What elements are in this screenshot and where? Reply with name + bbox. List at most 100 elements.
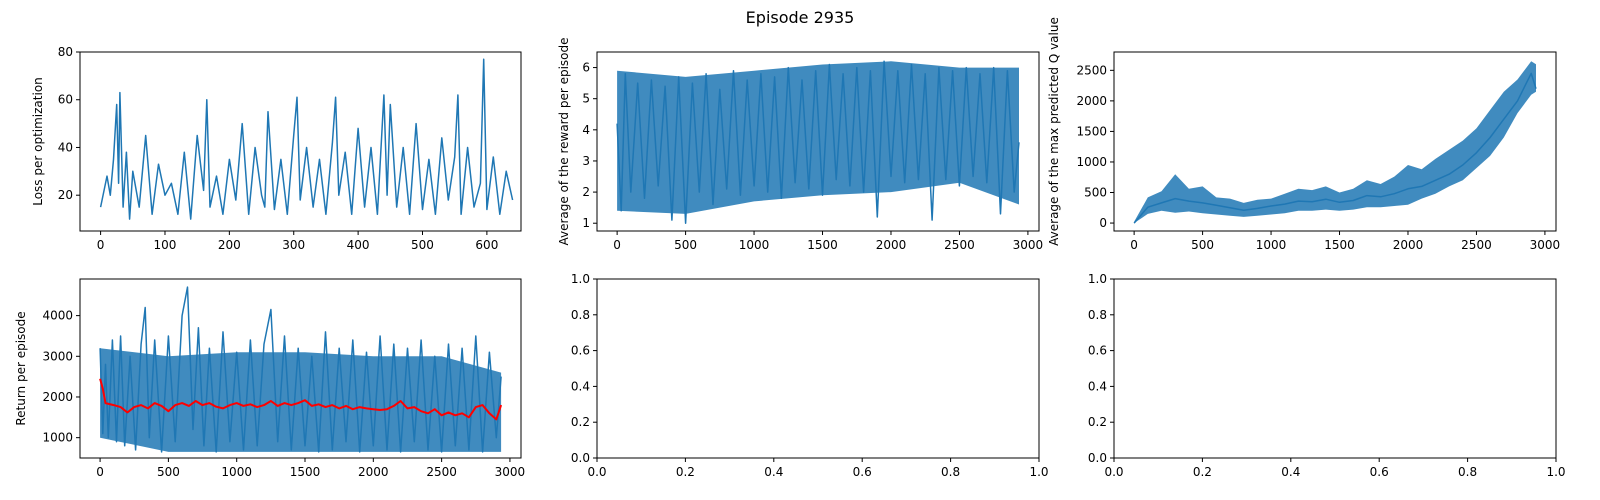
x-tick-label-reward-4: 2000 — [876, 238, 907, 252]
series-line-reward-0 — [616, 60, 1020, 224]
x-tick-label-loss-0: 0 — [97, 238, 105, 252]
y-tick-label-empty2-1: 0.2 — [1088, 415, 1107, 429]
x-tick-label-reward-2: 1000 — [739, 238, 770, 252]
x-tick-label-qvalue-3: 1500 — [1324, 238, 1355, 252]
x-tick-label-empty1-1: 0.2 — [676, 465, 695, 479]
series-band-reward — [617, 61, 1019, 214]
x-tick-label-return-5: 2500 — [426, 465, 457, 479]
y-tick-label-empty1-5: 1.0 — [571, 272, 590, 286]
plot-area-qvalue — [1133, 61, 1537, 224]
x-tick-label-loss-2: 200 — [218, 238, 241, 252]
y-tick-label-loss-1: 40 — [58, 140, 73, 154]
y-tick-label-qvalue-5: 2500 — [1076, 63, 1107, 77]
axes-frame-reward — [596, 51, 1040, 232]
axes-frame-qvalue — [1113, 51, 1557, 232]
y-tick-label-empty1-1: 0.2 — [571, 415, 590, 429]
series-line-loss-0 — [99, 58, 514, 220]
series-band-qvalue — [1134, 61, 1536, 224]
x-tick-label-loss-5: 500 — [411, 238, 434, 252]
y-tick-label-qvalue-2: 1000 — [1076, 155, 1107, 169]
x-tick-label-return-0: 0 — [96, 465, 104, 479]
x-tick-label-loss-1: 100 — [154, 238, 177, 252]
x-tick-label-empty2-3: 0.6 — [1370, 465, 1389, 479]
y-tick-label-loss-2: 60 — [58, 93, 73, 107]
y-tick-label-reward-3: 4 — [582, 123, 590, 137]
y-tick-label-empty2-4: 0.8 — [1088, 308, 1107, 322]
x-tick-label-reward-1: 500 — [674, 238, 697, 252]
x-tick-label-qvalue-0: 0 — [1130, 238, 1138, 252]
series-line-return-0 — [99, 286, 502, 453]
y-tick-label-loss-0: 20 — [58, 188, 73, 202]
x-tick-label-loss-6: 600 — [475, 238, 498, 252]
x-tick-label-empty1-4: 0.8 — [941, 465, 960, 479]
y-tick-label-reward-4: 5 — [582, 92, 590, 106]
y-tick-label-empty2-0: 0.0 — [1088, 451, 1107, 465]
x-tick-label-return-6: 3000 — [495, 465, 526, 479]
y-tick-label-qvalue-4: 2000 — [1076, 94, 1107, 108]
x-tick-label-empty2-4: 0.8 — [1458, 465, 1477, 479]
y-axis-label-return: Return per episode — [14, 311, 28, 425]
x-tick-label-qvalue-4: 2000 — [1393, 238, 1424, 252]
x-tick-label-empty1-0: 0.0 — [587, 465, 606, 479]
subplot-reward: 0 500 1000 1500 2000 2500 3000 1 2 3 4 5 6 Average of… — [557, 37, 1043, 252]
subplot-empty2: 0.0 0.2 0.4 0.6 0.8 1.0 0.0 0.2 0.4 0.6 0.8 1.0 — [1088, 272, 1566, 479]
y-tick-label-empty2-5: 1.0 — [1088, 272, 1107, 286]
y-tick-label-reward-5: 6 — [582, 61, 590, 75]
x-tick-label-empty1-5: 1.0 — [1029, 465, 1048, 479]
figure-title: Episode 2935 — [745, 8, 855, 27]
plot-area-return — [99, 286, 503, 453]
subplot-qvalue: 0 500 1000 1500 2000 2500 3000 0 500 1000 1500 2000… — [1047, 17, 1560, 252]
axes-frame-empty1 — [596, 278, 1040, 459]
series-line-return-1 — [99, 378, 503, 421]
x-tick-label-empty2-5: 1.0 — [1546, 465, 1565, 479]
x-tick-label-empty2-0: 0.0 — [1104, 465, 1123, 479]
x-tick-label-return-2: 1000 — [221, 465, 252, 479]
y-tick-label-return-1: 2000 — [42, 390, 73, 404]
subplot-empty1: 0.0 0.2 0.4 0.6 0.8 1.0 0.0 0.2 0.4 0.6 0.8 1.0 — [571, 272, 1049, 479]
x-tick-label-loss-3: 300 — [282, 238, 305, 252]
y-tick-label-reward-2: 3 — [582, 154, 590, 168]
axes-frame-return — [79, 278, 522, 459]
plot-area-loss — [99, 58, 514, 220]
x-tick-label-qvalue-1: 500 — [1191, 238, 1214, 252]
subplot-return: 0 500 1000 1500 2000 2500 3000 1000 2000 3000 4000… — [14, 278, 526, 479]
axes-frame-empty2 — [1113, 278, 1557, 459]
y-tick-label-return-2: 3000 — [42, 349, 73, 363]
y-tick-label-qvalue-3: 1500 — [1076, 124, 1107, 138]
subplot-loss: 0 100 200 300 400 500 600 20 40 60 80 Loss per opti… — [31, 45, 522, 252]
x-tick-label-return-1: 500 — [157, 465, 180, 479]
y-tick-label-qvalue-0: 0 — [1099, 216, 1107, 230]
y-tick-label-empty2-2: 0.4 — [1088, 379, 1107, 393]
y-axis-label-loss: Loss per optimization — [31, 77, 45, 206]
y-axis-label-reward: Average of the reward per episode — [557, 37, 571, 245]
series-line-qvalue-0 — [1133, 72, 1537, 224]
axes-frame-loss — [79, 51, 522, 232]
x-tick-label-empty1-2: 0.4 — [764, 465, 783, 479]
x-tick-label-qvalue-5: 2500 — [1461, 238, 1492, 252]
x-tick-label-qvalue-2: 1000 — [1256, 238, 1287, 252]
x-tick-label-reward-6: 3000 — [1013, 238, 1044, 252]
x-tick-label-return-3: 1500 — [290, 465, 321, 479]
x-tick-label-qvalue-6: 3000 — [1530, 238, 1561, 252]
y-tick-label-empty1-2: 0.4 — [571, 379, 590, 393]
y-tick-label-qvalue-1: 500 — [1084, 186, 1107, 200]
y-tick-label-reward-1: 2 — [582, 185, 590, 199]
x-tick-label-reward-3: 1500 — [807, 238, 838, 252]
x-tick-label-reward-5: 2500 — [944, 238, 975, 252]
y-tick-label-reward-0: 1 — [582, 216, 590, 230]
y-tick-label-empty2-3: 0.6 — [1088, 344, 1107, 358]
y-tick-label-empty1-0: 0.0 — [571, 451, 590, 465]
x-tick-label-empty1-3: 0.6 — [853, 465, 872, 479]
x-tick-label-empty2-1: 0.2 — [1193, 465, 1212, 479]
x-tick-label-empty2-2: 0.4 — [1281, 465, 1300, 479]
x-tick-label-loss-4: 400 — [347, 238, 370, 252]
y-tick-label-return-0: 1000 — [42, 431, 73, 445]
x-tick-label-return-4: 2000 — [358, 465, 389, 479]
y-axis-label-qvalue: Average of the max predicted Q value — [1047, 17, 1061, 246]
x-tick-label-reward-0: 0 — [613, 238, 621, 252]
plot-area-reward — [616, 60, 1020, 224]
y-tick-label-empty1-3: 0.6 — [571, 344, 590, 358]
y-tick-label-return-3: 4000 — [42, 309, 73, 323]
y-tick-label-loss-3: 80 — [58, 45, 73, 59]
